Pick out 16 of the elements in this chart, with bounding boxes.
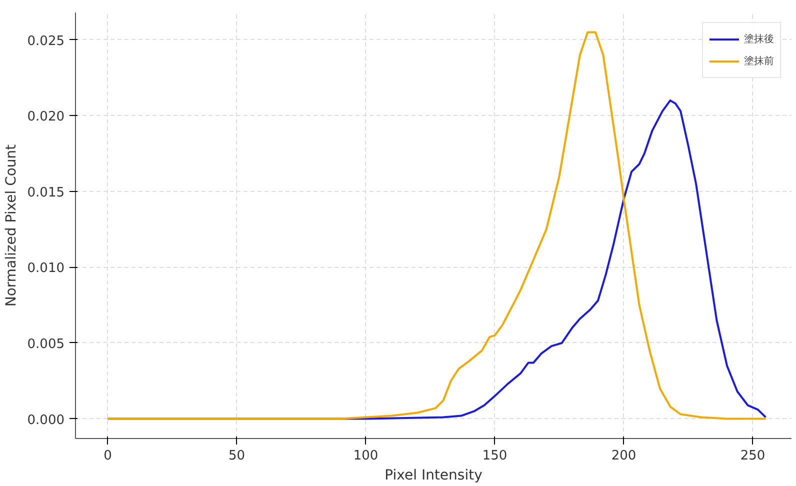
legend-label: 塗抹後 bbox=[744, 33, 774, 46]
x-axis-title: Pixel Intensity bbox=[384, 468, 482, 484]
y-axis-title: Normalized Pixel Count bbox=[3, 144, 20, 307]
y-tick-label: 0.000 bbox=[27, 412, 64, 428]
x-tick-label: 50 bbox=[228, 448, 246, 464]
y-tick-label: 0.010 bbox=[27, 261, 64, 276]
x-tick-label: 0 bbox=[104, 448, 112, 464]
x-tick-label: 200 bbox=[611, 448, 636, 464]
y-tick-label: 0.015 bbox=[27, 185, 64, 200]
x-tick-label: 100 bbox=[353, 448, 378, 464]
x-tick-label: 250 bbox=[740, 448, 766, 464]
y-tick-label: 0.020 bbox=[27, 110, 64, 125]
y-tick-label: 0.025 bbox=[27, 34, 64, 49]
x-tick-label: 150 bbox=[482, 448, 508, 464]
y-tick-label: 0.005 bbox=[27, 336, 64, 352]
legend-label: 塗抹前 bbox=[744, 55, 774, 68]
